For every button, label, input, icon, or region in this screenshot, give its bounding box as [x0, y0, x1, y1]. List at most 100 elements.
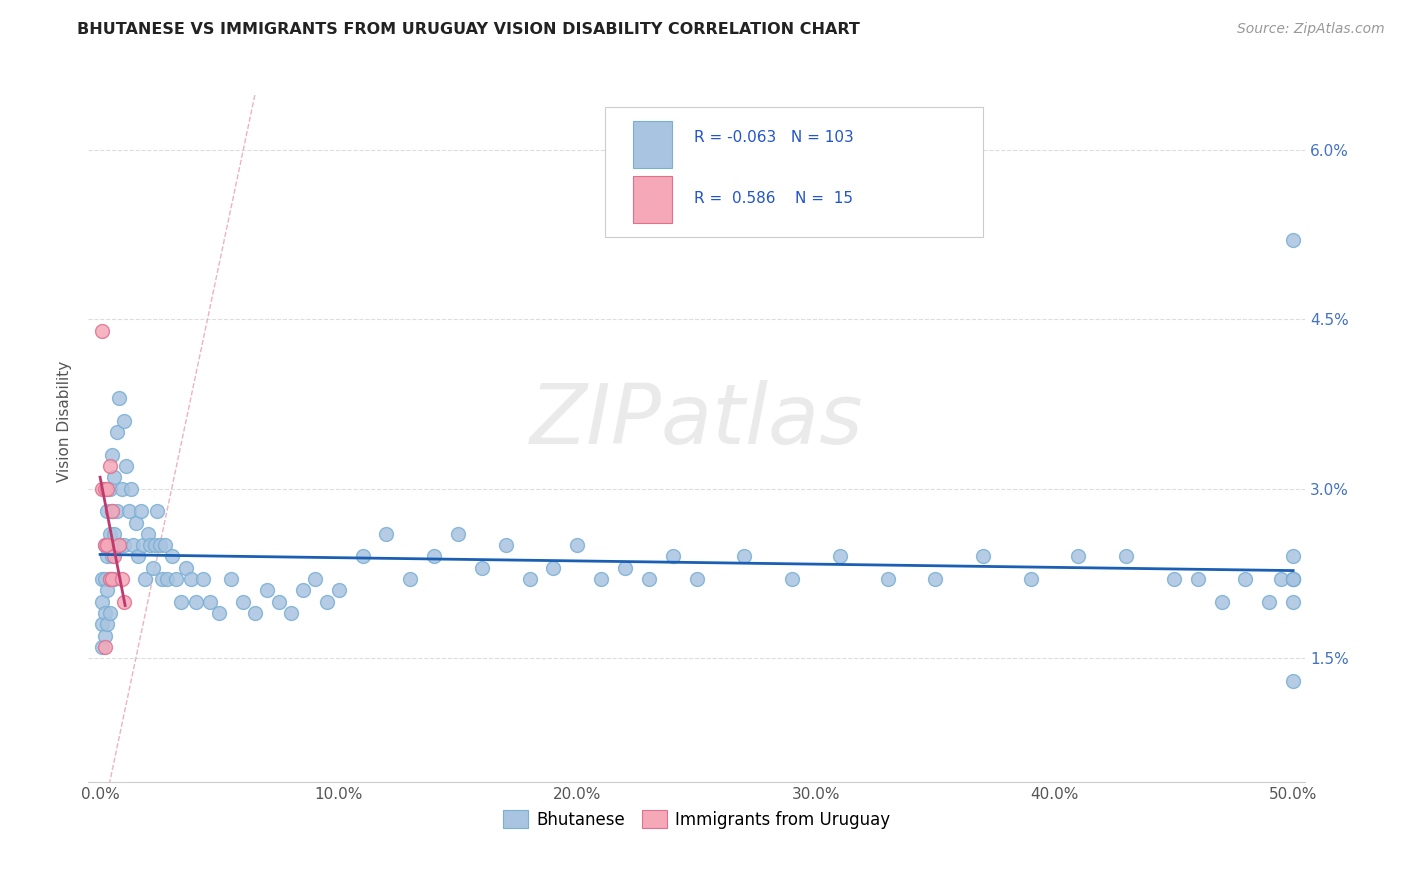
Point [614, 561, 637, 575]
Point [108, 538, 131, 552]
Point [94, 538, 117, 552]
Point [160, 549, 183, 564]
Point [96, 504, 118, 518]
Point [1234, 572, 1257, 586]
Point [221, 572, 243, 586]
Point [98, 572, 121, 586]
Point [208, 606, 231, 620]
Point [150, 572, 173, 586]
Point [103, 470, 125, 484]
Text: BHUTANESE VS IMMIGRANTS FROM URUGUAY VISION DISABILITY CORRELATION CHART: BHUTANESE VS IMMIGRANTS FROM URUGUAY VIS… [77, 22, 860, 37]
Point [567, 538, 589, 552]
Point [924, 572, 946, 586]
Point [122, 538, 145, 552]
Point [125, 516, 148, 530]
Point [110, 572, 132, 586]
Point [101, 504, 124, 518]
Point [352, 549, 374, 564]
Point [142, 561, 165, 575]
Point [110, 482, 132, 496]
Point [243, 606, 266, 620]
Point [1211, 595, 1233, 609]
Point [174, 561, 197, 575]
Legend: Bhutanese, Immigrants from Uruguay: Bhutanese, Immigrants from Uruguay [496, 804, 897, 836]
Point [828, 549, 851, 564]
Point [256, 583, 278, 598]
Point [118, 504, 141, 518]
Point [101, 572, 124, 586]
Point [132, 538, 155, 552]
Point [96, 583, 118, 598]
Point [638, 572, 661, 586]
Point [156, 572, 179, 586]
Point [136, 527, 159, 541]
Point [780, 572, 803, 586]
Point [146, 504, 169, 518]
Point [96, 617, 118, 632]
Point [134, 572, 156, 586]
Point [876, 572, 898, 586]
Point [103, 549, 125, 564]
Point [1258, 595, 1281, 609]
Point [1067, 549, 1090, 564]
Point [1282, 673, 1305, 688]
Point [191, 572, 214, 586]
Point [267, 595, 290, 609]
Point [591, 572, 613, 586]
Point [543, 561, 565, 575]
Text: R = -0.063   N = 103: R = -0.063 N = 103 [695, 129, 853, 145]
Point [96, 538, 118, 552]
Point [101, 504, 124, 518]
Point [91, 640, 114, 654]
Point [733, 549, 755, 564]
Point [98, 606, 121, 620]
Point [198, 595, 221, 609]
Point [98, 459, 121, 474]
Text: Source: ZipAtlas.com: Source: ZipAtlas.com [1237, 22, 1385, 37]
Point [447, 527, 470, 541]
Point [94, 572, 117, 586]
Point [304, 572, 326, 586]
Point [120, 482, 142, 496]
Point [98, 482, 121, 496]
Text: ZIPatlas: ZIPatlas [530, 381, 863, 461]
Point [165, 572, 187, 586]
Point [112, 414, 135, 428]
Point [1270, 572, 1292, 586]
Point [972, 549, 994, 564]
Point [495, 538, 517, 552]
Point [98, 527, 121, 541]
Point [1282, 595, 1305, 609]
Point [375, 527, 398, 541]
Point [685, 572, 707, 586]
Text: R =  0.586    N =  15: R = 0.586 N = 15 [695, 191, 853, 206]
Point [1187, 572, 1209, 586]
Point [105, 425, 128, 440]
Point [399, 572, 422, 586]
FancyBboxPatch shape [606, 106, 983, 236]
Point [96, 482, 118, 496]
Point [108, 538, 131, 552]
Point [1163, 572, 1185, 586]
Point [91, 324, 114, 338]
Point [91, 617, 114, 632]
Point [291, 583, 314, 598]
Point [170, 595, 193, 609]
Point [661, 549, 683, 564]
Point [108, 392, 131, 406]
Point [101, 448, 124, 462]
Point [94, 628, 117, 642]
Point [94, 640, 117, 654]
Point [315, 595, 337, 609]
Point [1282, 572, 1305, 586]
Point [129, 504, 152, 518]
Point [423, 549, 446, 564]
Point [471, 561, 494, 575]
Point [112, 595, 135, 609]
Point [127, 549, 149, 564]
Point [1019, 572, 1042, 586]
Point [153, 538, 176, 552]
Point [180, 572, 202, 586]
Point [1282, 572, 1305, 586]
Point [91, 482, 114, 496]
